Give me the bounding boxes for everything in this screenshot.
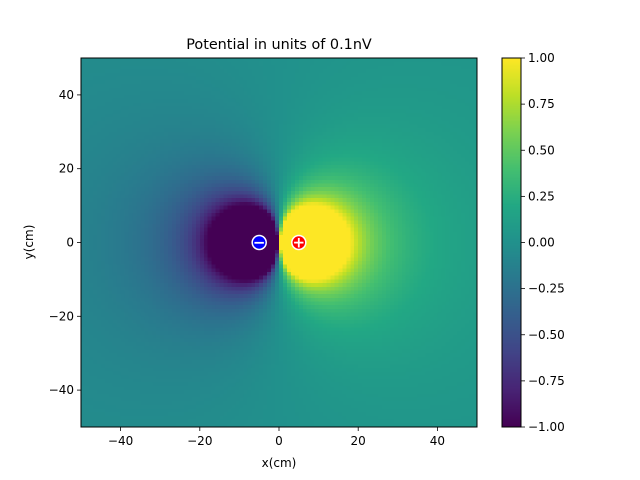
positive-charge-symbol: + [293,234,306,252]
colorbar-tick-label: 1.00 [528,51,555,65]
y-tick-label: 40 [59,88,74,102]
chart-title: Potential in units of 0.1nV [186,37,372,53]
charge-markers: − + [251,234,307,252]
x-axis-label: x(cm) [262,456,297,470]
x-axis-ticks: −40 −20 0 20 40 [108,427,445,448]
colorbar-ticks: −1.00 −0.75 −0.50 −0.25 0.00 0.25 0.50 0.75 1.00 [521,51,565,434]
y-tick-label: 0 [66,236,74,250]
x-tick-label: −40 [108,434,133,448]
y-axis-label: y(cm) [22,225,36,260]
y-tick-label: −40 [49,383,74,397]
x-tick-label: 0 [275,434,283,448]
plot-area: − + [80,57,478,428]
y-tick-label: −20 [49,309,74,323]
potential-heatmap [81,58,477,427]
colorbar-tick-label: 0.00 [528,236,555,250]
y-tick-label: 20 [59,162,74,176]
colorbar: −1.00 −0.75 −0.50 −0.25 0.00 0.25 0.50 0.75 1.00 [501,51,565,434]
positive-charge-marker [291,234,307,251]
colorbar-tick-label: 0.50 [528,143,555,157]
colorbar-tick-label: 0.75 [528,97,555,111]
x-tick-label: 20 [351,434,366,448]
x-tick-label: −20 [187,434,212,448]
y-axis-ticks: −40 −20 0 20 40 [49,88,81,397]
colorbar-tick-label: −0.25 [528,282,565,296]
negative-charge-marker [251,234,267,251]
negative-charge-symbol: − [253,234,266,252]
colorbar-tick-label: −1.00 [528,420,565,434]
colorbar-tick-label: −0.50 [528,328,565,342]
colorbar-gradient [502,58,521,427]
x-tick-label: 40 [430,434,445,448]
colorbar-tick-label: 0.25 [528,189,555,203]
colorbar-tick-label: −0.75 [528,374,565,388]
